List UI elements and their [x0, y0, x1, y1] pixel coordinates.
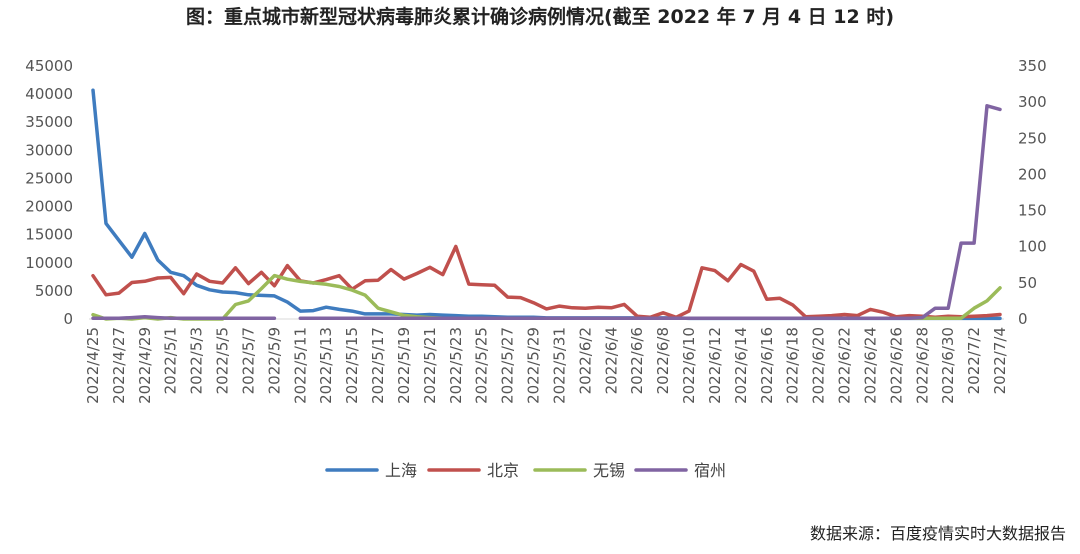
y-left-tick-label: 35000: [25, 113, 73, 131]
x-tick-label: 2022/6/4: [602, 327, 620, 394]
x-tick-label: 2022/6/14: [732, 327, 750, 404]
x-tick-label: 2022/6/8: [654, 327, 672, 394]
x-tick-label: 2022/6/12: [706, 327, 724, 404]
x-tick-label: 2022/5/21: [421, 327, 439, 404]
chart-title: 图：重点城市新型冠状病毒肺炎累计确诊病例情况(截至 2022 年 7 月 4 日…: [185, 6, 895, 28]
y-right-tick-label: 300: [1018, 93, 1047, 111]
y-right-tick-label: 200: [1018, 165, 1047, 183]
legend-label: 宿州: [694, 461, 726, 480]
series-line: [91, 104, 1002, 321]
x-tick-label: 2022/5/7: [239, 327, 257, 394]
y-left-tick-label: 15000: [25, 226, 73, 244]
x-tick-label: 2022/6/20: [810, 327, 828, 404]
x-tick-label: 2022/6/6: [628, 327, 646, 394]
x-tick-label: 2022/5/31: [550, 327, 568, 404]
x-tick-label: 2022/6/26: [887, 327, 905, 404]
series-line: [91, 244, 1002, 320]
x-tick-label: 2022/5/11: [291, 327, 309, 404]
x-tick-label: 2022/5/19: [395, 327, 413, 404]
x-tick-label: 2022/7/2: [965, 327, 983, 394]
x-tick-label: 2022/6/18: [784, 327, 802, 404]
x-tick-label: 2022/4/25: [84, 327, 102, 404]
y-right-tick-label: 100: [1018, 238, 1047, 256]
y-left-tick-label: 45000: [25, 57, 73, 75]
y-left-tick-label: 0: [63, 310, 73, 328]
legend-label: 上海: [385, 461, 417, 480]
x-tick-label: 2022/5/3: [188, 327, 206, 394]
x-tick-label: 2022/6/22: [836, 327, 854, 404]
source-note: 数据来源：百度疫情实时大数据报告: [809, 524, 1066, 543]
y-left-tick-label: 20000: [25, 198, 73, 216]
x-tick-label: 2022/6/30: [939, 327, 957, 404]
y-left-tick-label: 25000: [25, 169, 73, 187]
x-tick-label: 2022/6/2: [576, 327, 594, 394]
y-left-tick-label: 40000: [25, 85, 73, 103]
y-right-tick-label: 350: [1018, 57, 1047, 75]
x-tick-label: 2022/5/15: [343, 327, 361, 404]
x-tick-label: 2022/5/1: [162, 327, 180, 394]
x-tick-label: 2022/6/10: [680, 327, 698, 404]
x-tick-label: 2022/5/13: [317, 327, 335, 404]
x-tick-label: 2022/5/9: [265, 327, 283, 394]
x-tick-label: 2022/5/25: [473, 327, 491, 404]
y-right-tick-label: 150: [1018, 202, 1047, 220]
series-line: [91, 88, 1002, 321]
x-tick-label: 2022/6/16: [758, 327, 776, 404]
y-right-tick-label: 50: [1018, 274, 1037, 292]
legend-label: 无锡: [593, 461, 625, 480]
x-tick-label: 2022/5/17: [369, 327, 387, 404]
legend-label: 北京: [487, 461, 519, 480]
y-left-tick-label: 30000: [25, 141, 73, 159]
x-tick-label: 2022/6/24: [861, 327, 879, 404]
y-left-tick-label: 5000: [35, 282, 73, 300]
x-tick-label: 2022/6/28: [913, 327, 931, 404]
x-tick-label: 2022/4/29: [136, 327, 154, 404]
x-tick-label: 2022/5/5: [214, 327, 232, 394]
y-right-tick-label: 250: [1018, 129, 1047, 147]
y-right-tick-label: 0: [1018, 310, 1028, 328]
x-tick-label: 2022/4/27: [110, 327, 128, 404]
y-left-tick-label: 10000: [25, 254, 73, 272]
x-tick-label: 2022/7/4: [991, 327, 1009, 394]
x-tick-label: 2022/5/23: [447, 327, 465, 404]
x-tick-label: 2022/5/27: [499, 327, 517, 404]
x-tick-label: 2022/5/29: [525, 327, 543, 404]
